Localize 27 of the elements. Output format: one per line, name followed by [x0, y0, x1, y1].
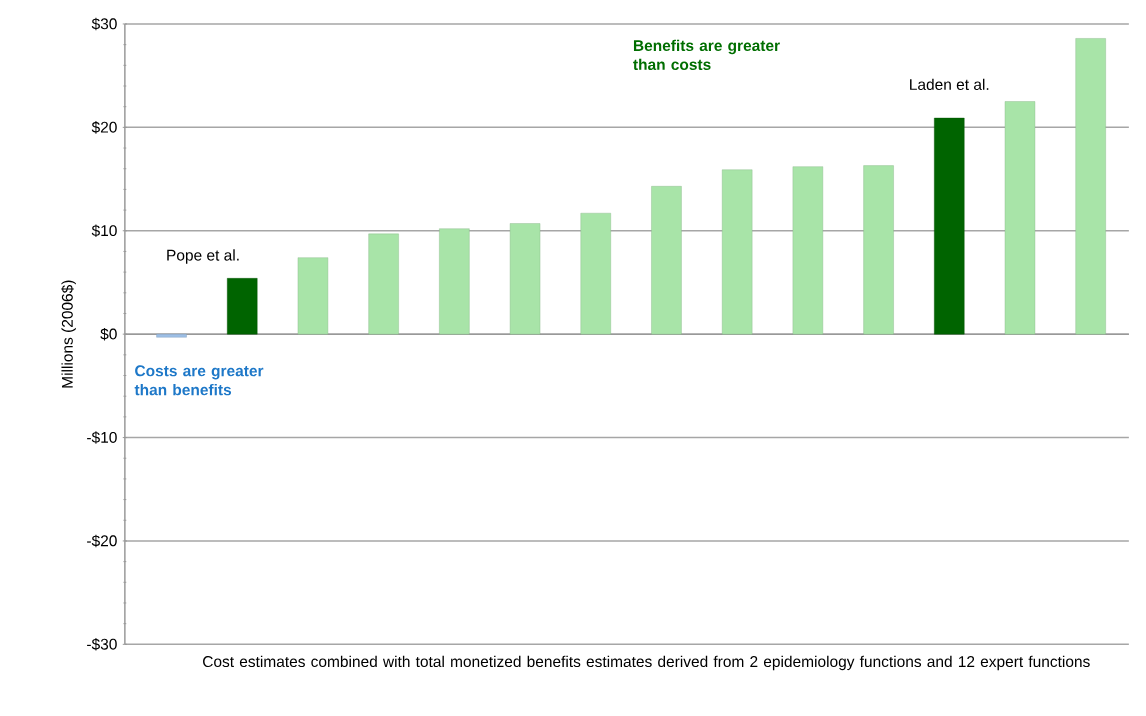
annotation: Benefits are greater than costs [633, 39, 780, 70]
y-tick-label: -$20 [87, 534, 117, 548]
bar [297, 257, 329, 335]
annotation: Costs are greater than benefits [134, 365, 264, 396]
bar [651, 185, 682, 335]
bar [934, 117, 965, 335]
bar [439, 228, 470, 335]
bar [1004, 101, 1036, 335]
y-tick-label: $30 [91, 17, 117, 31]
y-tick-label: $10 [91, 224, 117, 237]
y-tick-label: -$10 [87, 431, 117, 444]
y-tick-label: $20 [91, 120, 117, 134]
x-axis-title: Cost estimates combined with total monetized benefits estimates derived from 2 epidemiology functions and 12 expert functions [203, 655, 1090, 670]
bar [792, 166, 824, 335]
bar [721, 169, 753, 335]
bar [580, 212, 611, 335]
y-tick-label: $0 [100, 327, 117, 341]
bar [156, 333, 187, 338]
annotation: Pope et al. [167, 249, 239, 264]
y-axis-title: Millions (2006$) [61, 280, 76, 388]
annotation: Laden et al. [910, 78, 989, 90]
bar [368, 233, 399, 335]
bar [509, 223, 541, 335]
bar [1075, 38, 1106, 335]
y-tick-label: -$30 [87, 637, 117, 651]
bar [863, 165, 894, 335]
bar [227, 278, 258, 335]
